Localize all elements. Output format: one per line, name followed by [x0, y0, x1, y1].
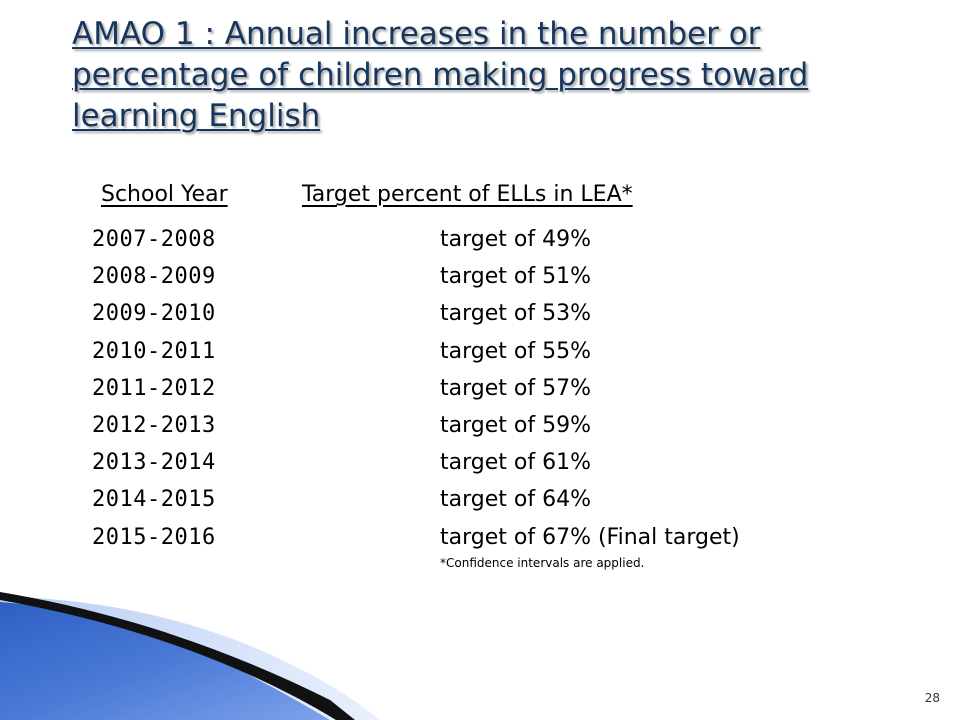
target-value: target of 49% — [440, 227, 591, 252]
footnote: *Confidence intervals are applied. — [440, 556, 645, 570]
target-value: target of 57% — [440, 375, 591, 401]
school-year: 2013-2014 — [92, 450, 216, 476]
target-value: target of 53% — [440, 301, 591, 327]
table-row: 2008-2009 target of 51% — [0, 258, 960, 295]
target-value: target of 64% — [440, 487, 591, 513]
school-year: 2011-2012 — [92, 375, 216, 401]
table-row: 2015-2016 target of 67% (Final target) — [0, 519, 960, 556]
target-value: target of 67% (Final target) — [440, 524, 740, 550]
slide-title: AMAO 1 : Annual increases in the number … — [72, 16, 809, 134]
target-value: target of 55% — [440, 338, 591, 364]
school-year: 2012-2013 — [92, 412, 216, 438]
page-number: 28 — [924, 691, 940, 705]
school-year: 2014-2015 — [92, 487, 216, 513]
school-year: 2007-2008 — [92, 227, 216, 252]
swoosh-dark-band — [0, 592, 355, 720]
table-row: 2010-2011 target of 55% — [0, 333, 960, 370]
school-year: 2010-2011 — [92, 338, 216, 364]
table-row: 2009-2010 target of 53% — [0, 295, 960, 332]
table-row: 2014-2015 target of 64% — [0, 481, 960, 518]
table-row: 2007-2008 target of 49% — [0, 221, 960, 258]
swoosh-blue-band — [0, 602, 330, 720]
table-row: 2012-2013 target of 59% — [0, 407, 960, 444]
table-row: 2011-2012 target of 57% — [0, 370, 960, 407]
school-year: 2009-2010 — [92, 301, 216, 327]
school-year: 2008-2009 — [92, 264, 216, 290]
target-value: target of 59% — [440, 412, 591, 438]
target-value: target of 51% — [440, 264, 591, 290]
target-table: 2007-2008 target of 49% 2008-2009 target… — [0, 221, 960, 556]
target-value: target of 61% — [440, 450, 591, 476]
school-year-header: School Year — [101, 182, 228, 207]
school-year: 2015-2016 — [92, 524, 216, 550]
target-percent-header: Target percent of ELLs in LEA* — [302, 182, 633, 207]
column-headers: School Year Target percent of ELLs in LE… — [0, 182, 960, 218]
table-row: 2013-2014 target of 61% — [0, 444, 960, 481]
